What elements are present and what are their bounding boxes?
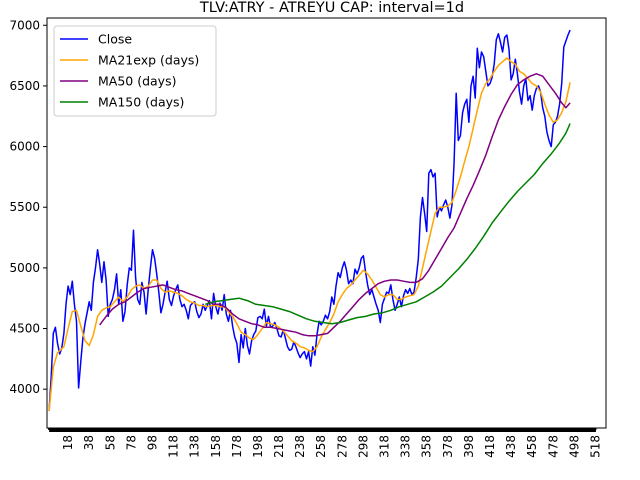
x-tick-label: 18 [61,435,75,450]
x-tick-label: 478 [546,435,560,458]
x-tick-label: 158 [209,435,223,458]
x-tick-label: 498 [567,435,581,458]
chart-title: TLV:ATRY - ATREYU CAP: interval=1d [199,0,464,16]
x-tick-label: 398 [462,435,476,458]
x-tick-label: 238 [293,435,307,458]
x-tick-label: 458 [525,435,539,458]
x-tick-label: 318 [378,435,392,458]
y-tick-label: 6500 [9,79,40,93]
legend-label: MA21exp (days) [98,53,199,68]
x-minor-tick-band [49,428,596,432]
x-tick-label: 38 [82,435,96,450]
axes-layer: 18 38 58 78 98 118 138 158 178 198 218 238 258 278 298… [9,17,607,458]
x-tick-label: 338 [399,435,413,458]
legend-label: Close [98,32,132,47]
x-tick-label: 298 [356,435,370,458]
y-tick-label: 5500 [9,200,40,214]
x-tick-label: 378 [441,435,455,458]
x-tick-label: 418 [483,435,497,458]
x-tick-label: 58 [103,435,117,450]
series-line-ma150-days [204,123,571,325]
y-tick-label: 4000 [9,382,40,396]
legend-label: MA50 (days) [98,74,176,89]
x-tick-label: 118 [167,435,181,458]
x-tick-label: 198 [251,435,265,458]
x-tick-label: 218 [272,435,286,458]
x-tick-label: 358 [420,435,434,458]
x-tick-label: 258 [314,435,328,458]
x-tick-label: 98 [146,435,160,450]
series-layer [48,29,571,412]
series-line-ma50-days [99,73,571,337]
x-tick-label: 138 [188,435,202,458]
x-tick-label: 278 [335,435,349,458]
y-tick-label: 6000 [9,140,40,154]
series-line-close [48,29,571,412]
x-tick-label: 178 [230,435,244,458]
y-tick-label: 4500 [9,322,40,336]
legend-box [53,25,217,117]
legend: Close MA21exp (days) MA50 (days) MA150 (day… [53,25,217,117]
x-tick-label: 438 [504,435,518,458]
x-tick-label: 518 [589,435,603,458]
x-tick-label: 78 [124,435,138,450]
y-tick-label: 5000 [9,261,40,275]
legend-label: MA150 (days) [98,95,184,110]
y-tick-label: 7000 [9,18,40,32]
series-line-ma21exp-days [48,57,571,412]
